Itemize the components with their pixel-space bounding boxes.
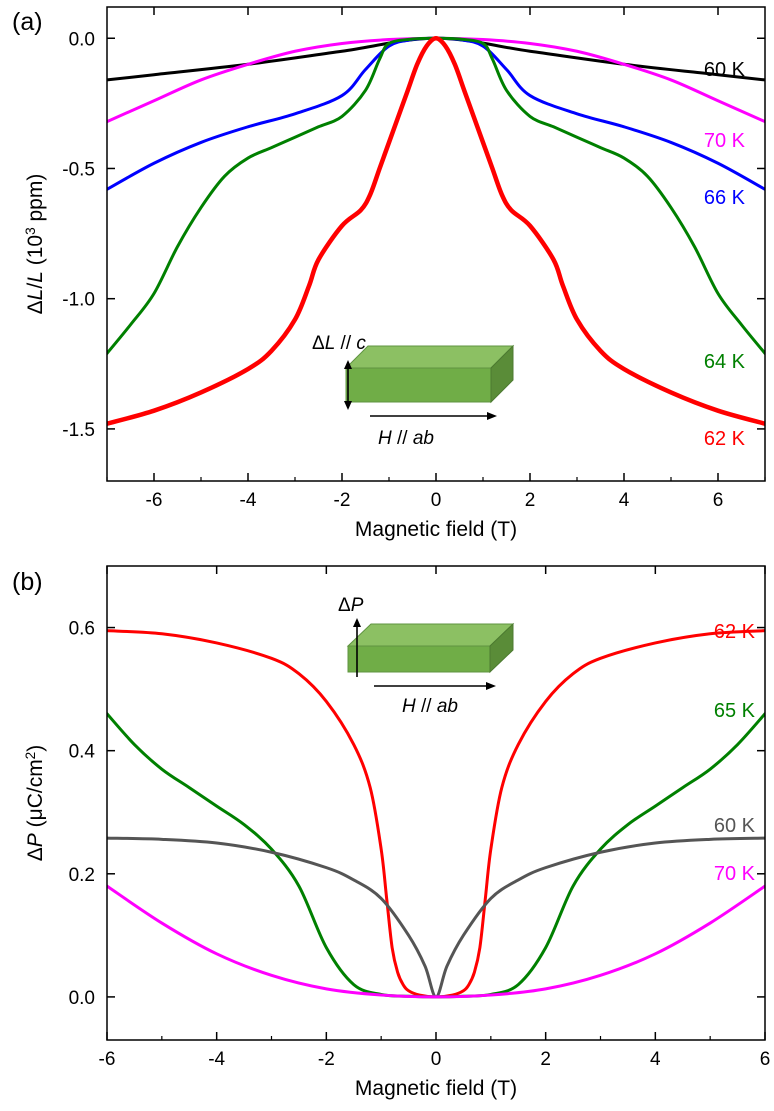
series-label: 60 K bbox=[704, 59, 746, 81]
panel-a: (a) 60 K 70 K 66 K 64 K 62 K -6 -4 -2 0 2 4 6 0.0 -0.5… bbox=[12, 6, 766, 541]
inset-arrowhead-right bbox=[486, 682, 496, 690]
x-tick-label: 4 bbox=[650, 1049, 661, 1070]
x-tick-label: 0 bbox=[431, 1049, 442, 1070]
series-line-60k bbox=[107, 836, 765, 999]
x-tick-label: -2 bbox=[318, 1049, 335, 1070]
x-tick-label: -2 bbox=[334, 490, 351, 511]
series-label: 70 K bbox=[704, 130, 746, 152]
inset-box-front bbox=[347, 645, 491, 673]
x-tick-label: -4 bbox=[208, 1049, 225, 1070]
series-line-70k bbox=[107, 36, 765, 124]
y-tick-label: 0.0 bbox=[69, 988, 95, 1009]
y-tick-label: -1.0 bbox=[62, 290, 95, 311]
series-label: 64 K bbox=[704, 351, 746, 373]
y-tick-label: -0.5 bbox=[62, 159, 95, 180]
series-line-66k bbox=[107, 36, 765, 191]
series-label: 62 K bbox=[704, 428, 746, 450]
inset-box-top bbox=[344, 345, 515, 369]
series-label: 60 K bbox=[714, 815, 756, 837]
series-label: 65 K bbox=[714, 700, 756, 722]
x-axis-label: Magnetic field (T) bbox=[355, 518, 517, 541]
y-tick-label: 0.6 bbox=[69, 619, 95, 640]
y-axis-label: ΔL/L (103 ppm) bbox=[23, 174, 48, 315]
inset-field-label: H // ab bbox=[402, 696, 458, 717]
inset-arrowhead-up bbox=[353, 618, 361, 627]
panel-label: (b) bbox=[12, 568, 43, 596]
inset-box-front bbox=[345, 367, 492, 403]
y-tick-label: 0.2 bbox=[69, 865, 95, 886]
series-line-60k bbox=[107, 36, 765, 82]
series-group bbox=[107, 629, 765, 999]
x-tick-label: 4 bbox=[619, 490, 630, 511]
series-line-70k bbox=[107, 884, 765, 999]
x-tick-label: 0 bbox=[431, 490, 442, 511]
inset-arrowhead-up bbox=[344, 360, 352, 369]
series-line-62k bbox=[107, 36, 765, 426]
x-tick-label: 6 bbox=[713, 490, 724, 511]
y-tick-label: -1.5 bbox=[62, 420, 95, 441]
series-line-65k bbox=[107, 712, 765, 999]
x-tick-label: 2 bbox=[540, 1049, 551, 1070]
inset-arrow-label: ΔL // c bbox=[312, 333, 366, 354]
y-tick-label: 0.0 bbox=[69, 29, 95, 50]
x-tick-label: -6 bbox=[146, 490, 163, 511]
series-label: 62 K bbox=[714, 621, 756, 643]
inset-arrow-label: ΔP bbox=[338, 595, 364, 616]
series-line-64k bbox=[107, 36, 765, 355]
series-label: 66 K bbox=[704, 187, 746, 209]
x-tick-label: -6 bbox=[99, 1049, 116, 1070]
x-tick-label: 6 bbox=[760, 1049, 771, 1070]
y-tick-label: 0.4 bbox=[69, 742, 96, 763]
inset-field-label: H // ab bbox=[378, 428, 434, 449]
inset-box-top bbox=[346, 623, 515, 647]
x-axis-label: Magnetic field (T) bbox=[355, 1077, 517, 1100]
y-axis-label: ΔP (μC/cm2) bbox=[23, 745, 48, 862]
series-label: 70 K bbox=[714, 863, 756, 885]
inset-box-side bbox=[489, 622, 514, 674]
x-tick-label: -4 bbox=[240, 490, 257, 511]
series-group bbox=[107, 36, 765, 426]
inset-arrowhead-right bbox=[487, 412, 497, 420]
panel-b: (b) 62 K 65 K 60 K 70 K -6 -4 -2 0 2 4 6 0.0 0.2 0.4 0.… bbox=[12, 565, 771, 1100]
panel-label: (a) bbox=[12, 8, 43, 36]
x-tick-label: 2 bbox=[525, 490, 536, 511]
inset-box-side bbox=[490, 344, 514, 404]
inset-arrowhead-down bbox=[344, 401, 352, 410]
